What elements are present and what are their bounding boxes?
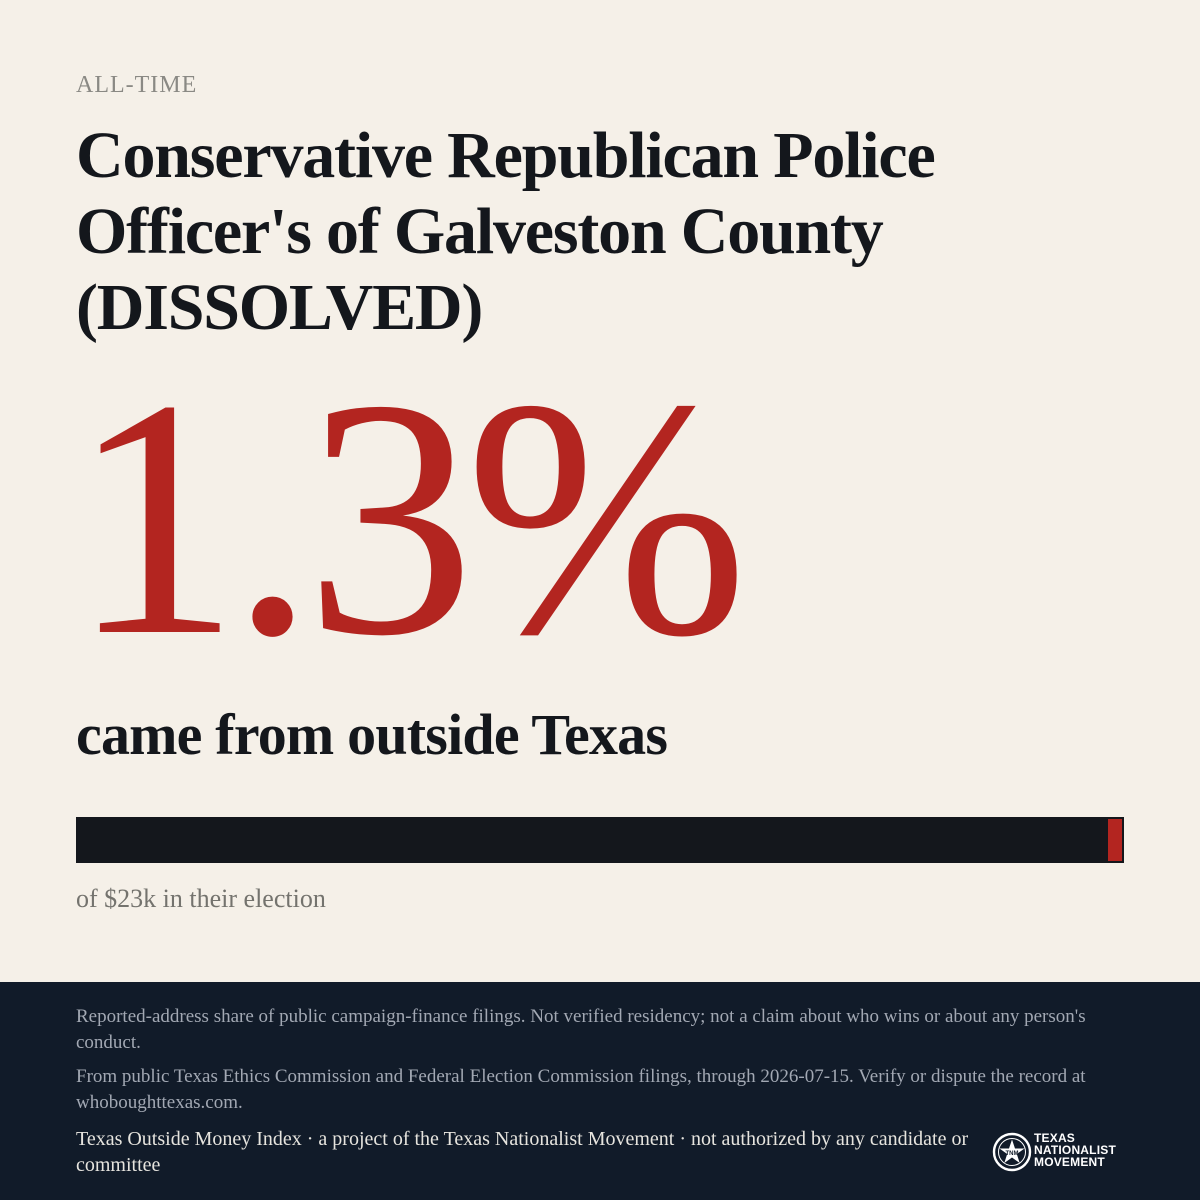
- period-label: ALL-TIME: [76, 72, 198, 98]
- logo-line-3: MOVEMENT: [1034, 1155, 1105, 1169]
- outside-share-caption: came from outside Texas: [76, 702, 668, 767]
- source-text: From public Texas Ethics Commission and …: [76, 1066, 1086, 1113]
- tnm-logo-wordmark: TEXAS NATIONALIST MOVEMENT: [1034, 1132, 1130, 1168]
- logo-line-2: NATIONALIST: [1034, 1143, 1116, 1157]
- tnm-logo: TNM TEXAS NATIONALIST MOVEMENT: [992, 1130, 1132, 1174]
- share-bar: [76, 817, 1124, 863]
- outside-share-percent: 1.3%: [70, 329, 748, 706]
- committee-title: Conservative Republican Police Officer's…: [76, 119, 936, 344]
- share-bar-fill: [1108, 819, 1122, 861]
- svg-text:TNM: TNM: [1006, 1151, 1019, 1157]
- footer: Reported-address share of public campaig…: [0, 982, 1200, 1200]
- logo-line-1: TEXAS: [1034, 1131, 1076, 1145]
- total-raised-note: of $23k in their election: [76, 884, 326, 913]
- tnm-star-seal-icon: TNM: [992, 1132, 1032, 1172]
- credit-text: Texas Outside Money Index · a project of…: [76, 1128, 969, 1176]
- disclaimer-text: Reported-address share of public campaig…: [76, 1006, 1086, 1053]
